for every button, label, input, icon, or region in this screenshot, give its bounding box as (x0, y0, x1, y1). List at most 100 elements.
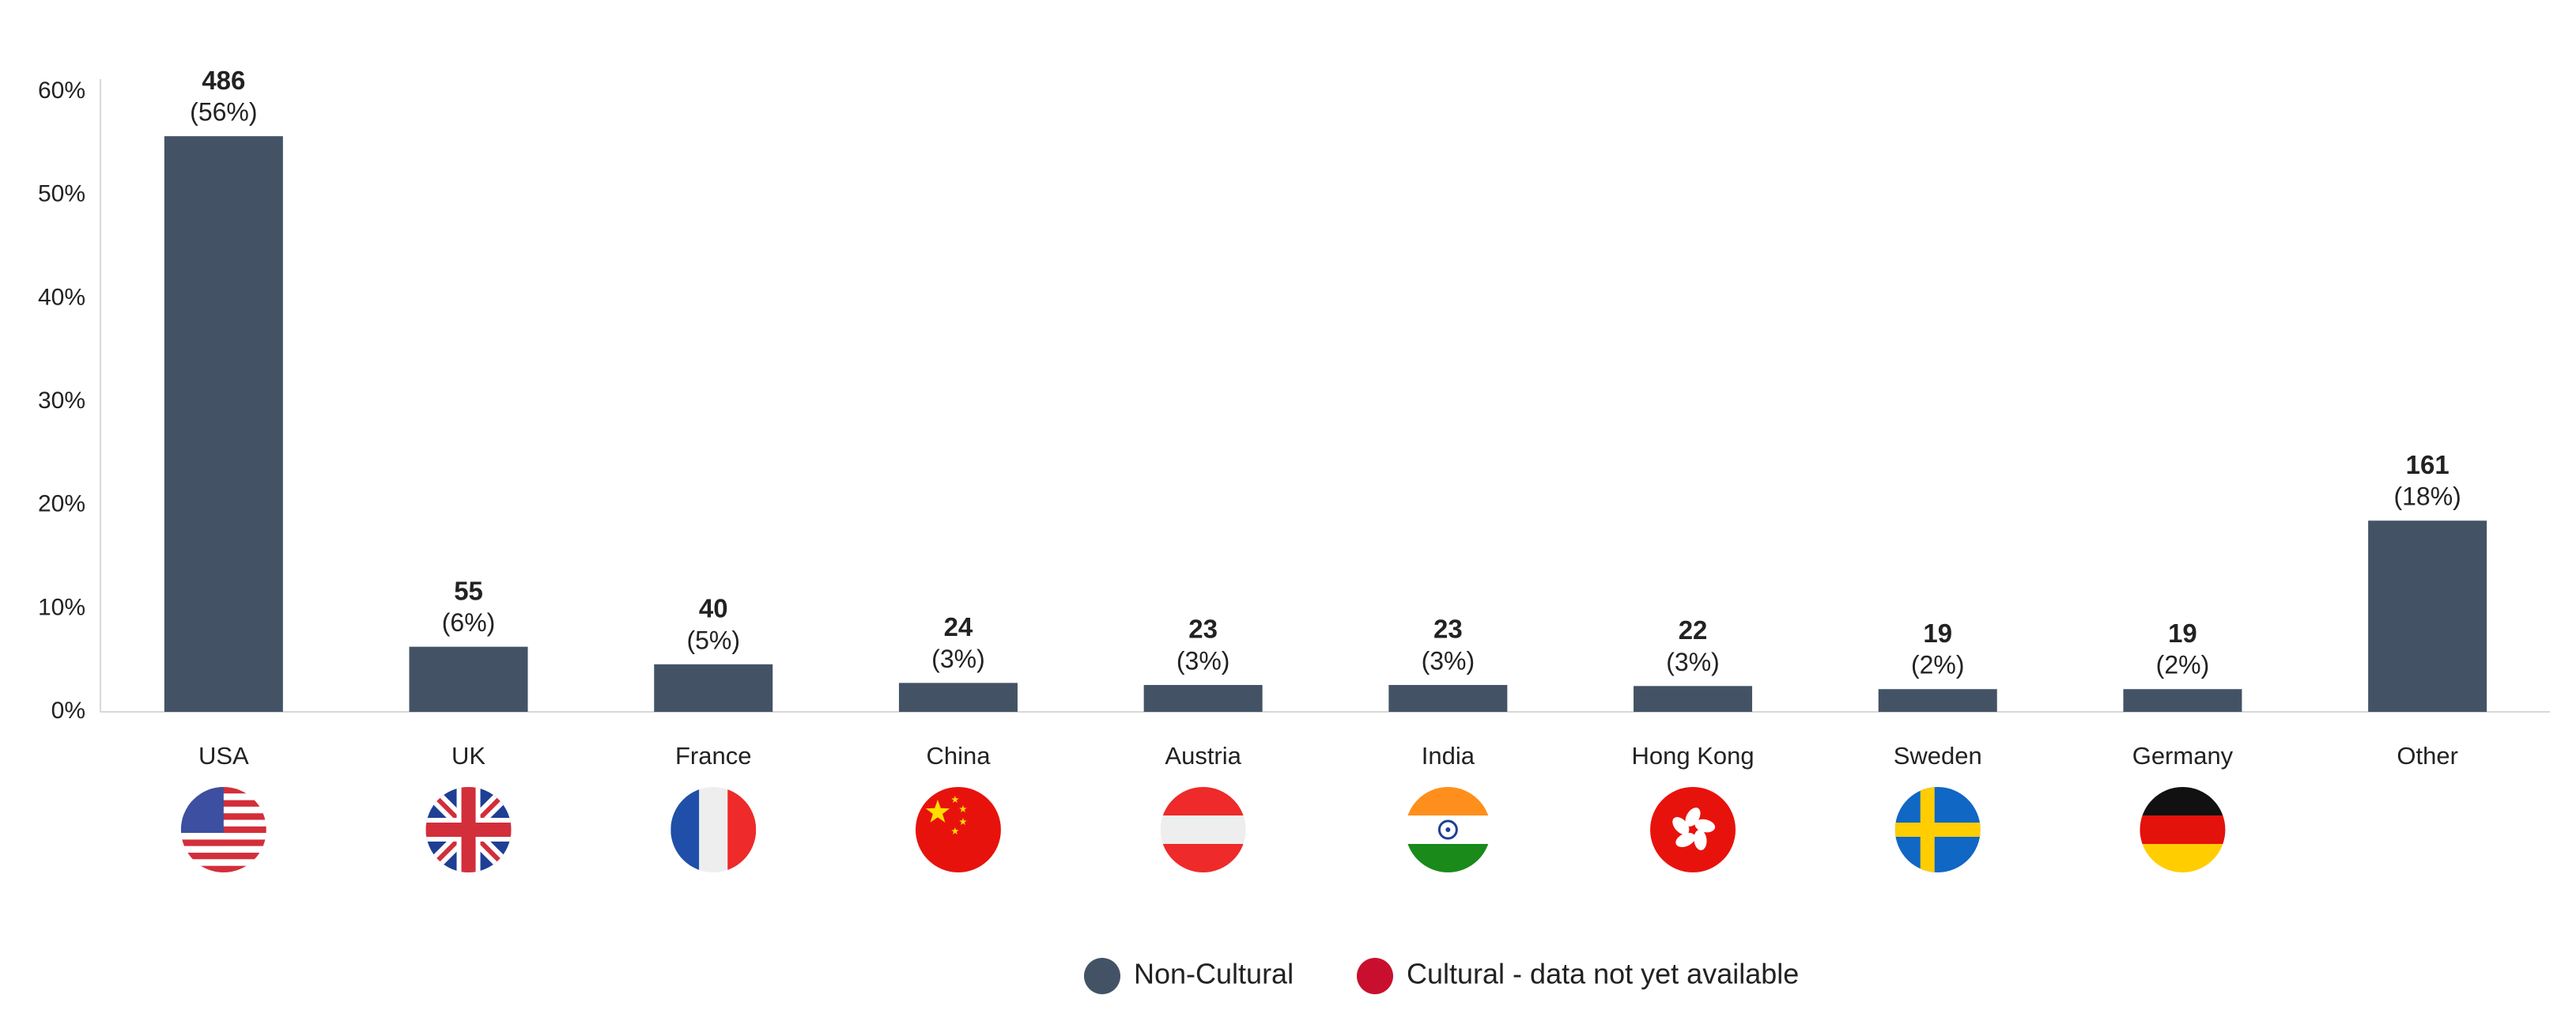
bar (898, 683, 1018, 712)
flag (915, 787, 1001, 872)
flag-part (180, 859, 266, 866)
value-label: (3%) (1422, 646, 1475, 675)
count-label: 23 (1433, 615, 1463, 644)
value-label: (6%) (442, 608, 496, 637)
flag-star (925, 800, 950, 823)
x-tick-label: UK (451, 742, 485, 770)
count-label: 22 (1679, 615, 1708, 645)
count-label: 55 (454, 576, 483, 605)
value-label: (2%) (2156, 651, 2210, 679)
flag-part (1894, 823, 1981, 837)
flag (180, 787, 266, 872)
flag-part (180, 839, 266, 846)
flag-part (1675, 832, 1695, 847)
x-tick-label: Hong Kong (1631, 742, 1754, 770)
flag-clip (1405, 787, 1491, 872)
flag-part (915, 787, 1001, 872)
bar (1634, 686, 1753, 712)
flag-part (461, 787, 476, 872)
flag-clip (1894, 787, 1981, 872)
flag-part (1437, 819, 1458, 840)
flag-part (1160, 844, 1246, 872)
flag-clip (1650, 787, 1736, 872)
legend-label: Cultural - data not yet available (1407, 958, 1799, 990)
bar (1388, 685, 1508, 712)
flag-part (1405, 787, 1491, 815)
flag-part (1405, 844, 1491, 872)
bar (654, 664, 773, 712)
count-label: 19 (2168, 619, 2197, 648)
flag-part (180, 865, 266, 872)
value-label: (3%) (931, 645, 985, 673)
bar (2123, 689, 2242, 712)
flag-part (699, 787, 728, 872)
legend-label: Non-Cultural (1134, 958, 1294, 990)
flag-star (959, 805, 967, 812)
flag (1650, 787, 1736, 872)
x-tick-label: France (675, 742, 751, 770)
flag (1405, 787, 1491, 872)
bar (2368, 520, 2487, 712)
flag-clip (180, 787, 266, 872)
flag-part (1445, 827, 1451, 832)
y-tick-label: 0% (51, 698, 85, 724)
y-tick-label: 50% (38, 181, 85, 207)
legend-swatch (1084, 958, 1120, 994)
flag-part (1160, 815, 1246, 844)
flag (425, 787, 512, 872)
y-tick-label: 20% (38, 491, 85, 517)
flag-star (951, 796, 959, 803)
flag-part (180, 787, 224, 833)
x-tick-label: Germany (2132, 742, 2234, 770)
legend-swatch (1357, 958, 1393, 994)
flag-clip (2140, 787, 2226, 872)
flag-clip (915, 787, 1001, 872)
x-tick-label: Other (2397, 742, 2458, 770)
count-label: 24 (944, 612, 973, 641)
bar (1143, 685, 1263, 712)
flag-part (727, 787, 757, 872)
value-label: (18%) (2393, 482, 2461, 511)
value-label: (56%) (190, 98, 257, 127)
flag-part (2140, 844, 2226, 872)
flag-part (1160, 787, 1246, 815)
flag-part (1650, 787, 1736, 872)
bar (1878, 689, 1997, 712)
bar (164, 136, 283, 713)
count-label: 161 (2406, 450, 2449, 479)
flag-clip (425, 787, 512, 872)
x-tick-label: China (926, 742, 991, 770)
value-label: (3%) (1177, 646, 1230, 675)
flag-part (1694, 829, 1707, 850)
y-tick-label: 40% (38, 284, 85, 310)
flag-star (951, 827, 959, 834)
value-label: (3%) (1666, 648, 1720, 676)
count-label: 19 (1923, 619, 1952, 648)
count-label: 486 (202, 66, 245, 95)
flag-clip (670, 787, 757, 872)
flag-part (1672, 817, 1690, 835)
flag-part (2140, 787, 2226, 815)
flag-part (180, 833, 266, 840)
flag (670, 787, 757, 872)
flag-part (1920, 787, 1935, 872)
flag-part (2140, 815, 2226, 844)
count-label: 23 (1188, 615, 1218, 644)
count-label: 40 (699, 594, 728, 623)
y-tick-label: 60% (38, 78, 85, 104)
flag-clip (1160, 787, 1246, 872)
x-tick-label: Austria (1165, 742, 1241, 770)
flag (1894, 787, 1981, 872)
flag-part (670, 787, 700, 872)
flag (2140, 787, 2226, 872)
flag-part (1694, 819, 1716, 833)
bar (409, 646, 528, 712)
flag (1160, 787, 1246, 872)
y-tick-label: 30% (38, 388, 85, 414)
value-label: (2%) (1911, 651, 1965, 679)
x-tick-label: India (1422, 742, 1475, 770)
flag-part (180, 846, 266, 853)
y-tick-label: 10% (38, 594, 85, 620)
x-tick-label: Sweden (1894, 742, 1982, 770)
